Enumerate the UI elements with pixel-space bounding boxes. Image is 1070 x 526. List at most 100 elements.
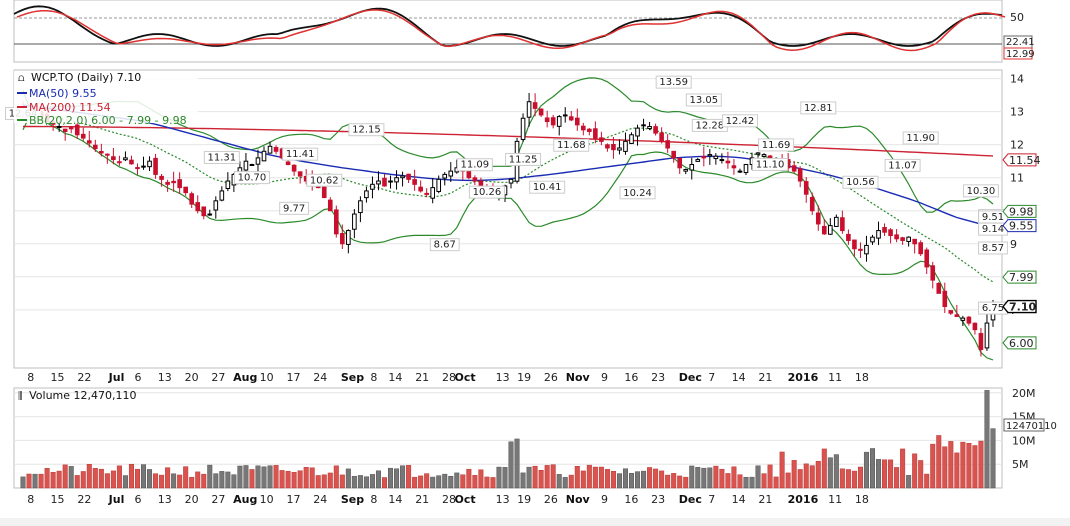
candle-body [183, 186, 188, 194]
candle-body [213, 200, 219, 211]
annotation-label: 10.24 [623, 188, 652, 199]
annotation-box [553, 138, 590, 152]
date-axis-lower-tick-label: 16 [624, 493, 638, 506]
candle-body [960, 317, 966, 321]
annotation-box [468, 185, 505, 199]
volume-bar [345, 468, 351, 489]
price-badge [1002, 336, 1037, 350]
volume-bar [713, 465, 719, 489]
volume-bar [454, 472, 460, 489]
annotation-label: 8.57 [982, 243, 1004, 254]
candle-body [846, 233, 851, 241]
candle-body [135, 167, 140, 170]
volume-bar [574, 465, 580, 489]
candle-body [629, 134, 634, 144]
candle-body [171, 180, 176, 184]
oscillator-value-label-1: 22.41 [1006, 37, 1035, 48]
volume-bar [622, 468, 628, 489]
volume-bar [436, 475, 442, 489]
date-axis-lower-tick-label: 13 [496, 493, 510, 506]
date-axis-upper-tick-label: 26 [544, 371, 558, 384]
annotation-label: 11.68 [557, 140, 586, 151]
candle-body [605, 144, 610, 149]
date-axis-lower-tick-label: 8 [27, 493, 34, 506]
volume-bar [761, 473, 767, 489]
candle-body [653, 126, 658, 134]
date-axis-lower-tick-label: 7 [708, 493, 715, 506]
price-badge [1002, 270, 1037, 284]
volume-icon: ⫼ [18, 391, 23, 402]
volume-bar [815, 460, 821, 489]
oscillator-value-badge-2 [1003, 47, 1033, 60]
volume-bar [821, 448, 827, 489]
candle-body [852, 239, 857, 250]
oscillator-frame [13, 0, 1003, 63]
price-badge [1002, 153, 1037, 167]
volume-bar [80, 471, 86, 489]
date-axis-lower-tick-label: 20 [185, 493, 199, 506]
candle-body [74, 124, 80, 136]
annotation-box [962, 184, 999, 198]
candle-body [948, 310, 954, 314]
volume-bar [237, 465, 243, 489]
annotation-label: 11.10 [756, 159, 785, 170]
volume-bar [110, 470, 116, 489]
candle-body [876, 230, 881, 239]
volume-bar [538, 470, 544, 489]
volume-bar [321, 474, 327, 489]
date-axis-lower-tick-label: 15 [51, 493, 65, 506]
volume-bar [701, 467, 707, 489]
volume-bar [924, 473, 930, 489]
candle-body [62, 128, 68, 132]
date-axis-lower-tick-label: 9 [601, 493, 608, 506]
volume-bar [183, 466, 189, 489]
candle-body [297, 171, 303, 177]
candle-body [695, 159, 701, 162]
candle-body [737, 170, 743, 173]
date-axis-lower-tick-label: 8 [370, 493, 377, 506]
candle-body [442, 173, 448, 179]
volume-bar [791, 460, 797, 489]
volume-bar [279, 470, 285, 489]
volume-bar [568, 474, 574, 489]
volume-bar [502, 467, 508, 489]
candle-body [147, 160, 152, 168]
date-axis-upper-tick-label: 24 [313, 371, 327, 384]
volume-bar [62, 464, 68, 489]
annotation-label: 10.62 [310, 175, 339, 186]
volume-bar [363, 476, 369, 489]
volume-bar [725, 473, 731, 489]
candle-body [864, 244, 869, 255]
volume-bar [68, 466, 74, 489]
volume-bar [442, 473, 448, 489]
volume-value-label: 12470110 [1006, 421, 1057, 432]
date-axis-upper-tick-label: 6 [134, 371, 141, 384]
volume-bar [966, 443, 972, 489]
date-axis-upper-tick-label: 28 [442, 371, 456, 384]
candle-body [225, 180, 231, 189]
date-axis-upper-tick-label: 15 [51, 371, 65, 384]
volume-bar [809, 465, 815, 489]
volume-bar [827, 457, 833, 489]
volume-bar [201, 473, 207, 489]
volume-bar [74, 475, 80, 489]
annotation-label: 12.42 [726, 116, 755, 127]
annotation-box [529, 180, 566, 194]
candle-body [291, 164, 297, 172]
candle-body [273, 147, 279, 152]
volume-bar [128, 463, 134, 489]
candle-body [815, 212, 821, 225]
price-badge-label: 9.55 [1009, 220, 1034, 233]
volume-bar [912, 453, 918, 489]
candle-body [821, 225, 827, 235]
candle-body [556, 116, 562, 127]
date-axis-lower-tick-label: 11 [828, 493, 842, 506]
volume-bar [894, 467, 900, 489]
date-axis-upper-tick-label: 19 [517, 371, 531, 384]
date-axis-lower-tick-label: Dec [679, 493, 702, 506]
volume-bar [448, 476, 454, 489]
date-axis-upper-tick-label: 7 [708, 371, 715, 384]
volume-bar [906, 475, 912, 489]
candle-body [581, 125, 586, 131]
candle-body [177, 179, 182, 189]
